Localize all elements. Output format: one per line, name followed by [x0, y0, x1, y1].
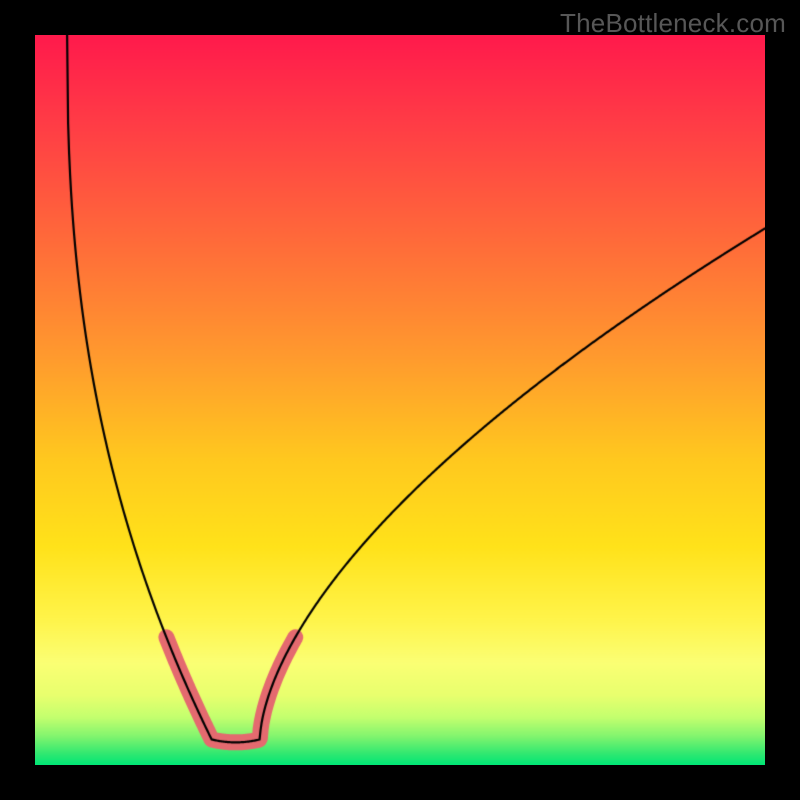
bottleneck-curve: [35, 35, 765, 765]
chart-stage: TheBottleneck.com: [0, 0, 800, 800]
watermark-text: TheBottleneck.com: [560, 8, 786, 39]
